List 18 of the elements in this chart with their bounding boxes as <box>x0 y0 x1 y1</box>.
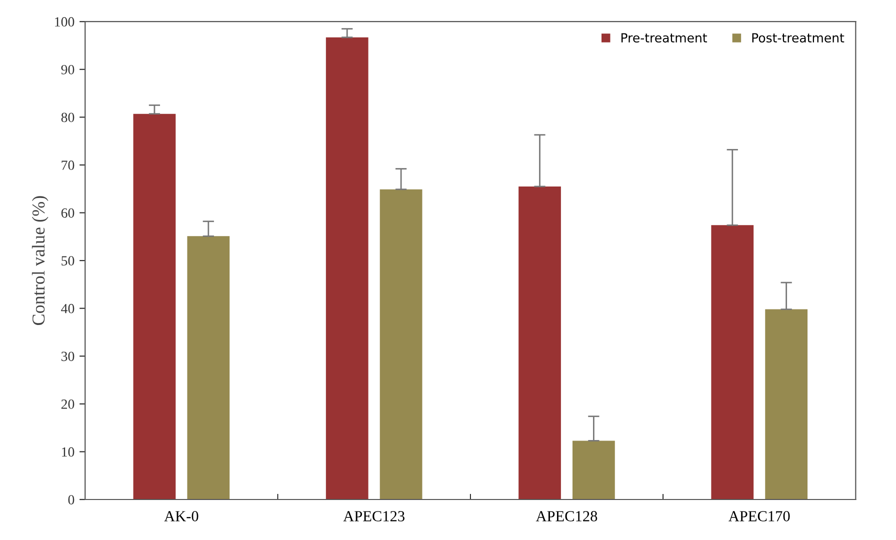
y-tick-label: 20 <box>61 400 74 409</box>
x-tick-label: APEC128 <box>536 511 598 522</box>
x-tick-label: AK-0 <box>164 511 198 522</box>
y-tick-label: 30 <box>61 352 74 362</box>
y-axis-title: Control value (%) <box>32 196 48 325</box>
x-tick-label: APEC123 <box>343 511 404 522</box>
y-tick-label: 80 <box>61 112 74 122</box>
x-tick-label: APEC170 <box>728 511 790 522</box>
y-tick-label: 50 <box>62 256 74 266</box>
y-tick-label: 90 <box>61 64 74 74</box>
y-tick-label: 60 <box>61 208 74 218</box>
y-tick-label: 40 <box>61 304 74 314</box>
y-tick-label: 10 <box>62 447 74 457</box>
legend-label: Post-treatment <box>752 33 844 43</box>
y-tick-label: 70 <box>62 160 74 170</box>
y-tick-label: 0 <box>68 495 74 504</box>
legend-label: Pre-treatment <box>621 33 708 43</box>
y-tick-label: 100 <box>55 17 74 27</box>
